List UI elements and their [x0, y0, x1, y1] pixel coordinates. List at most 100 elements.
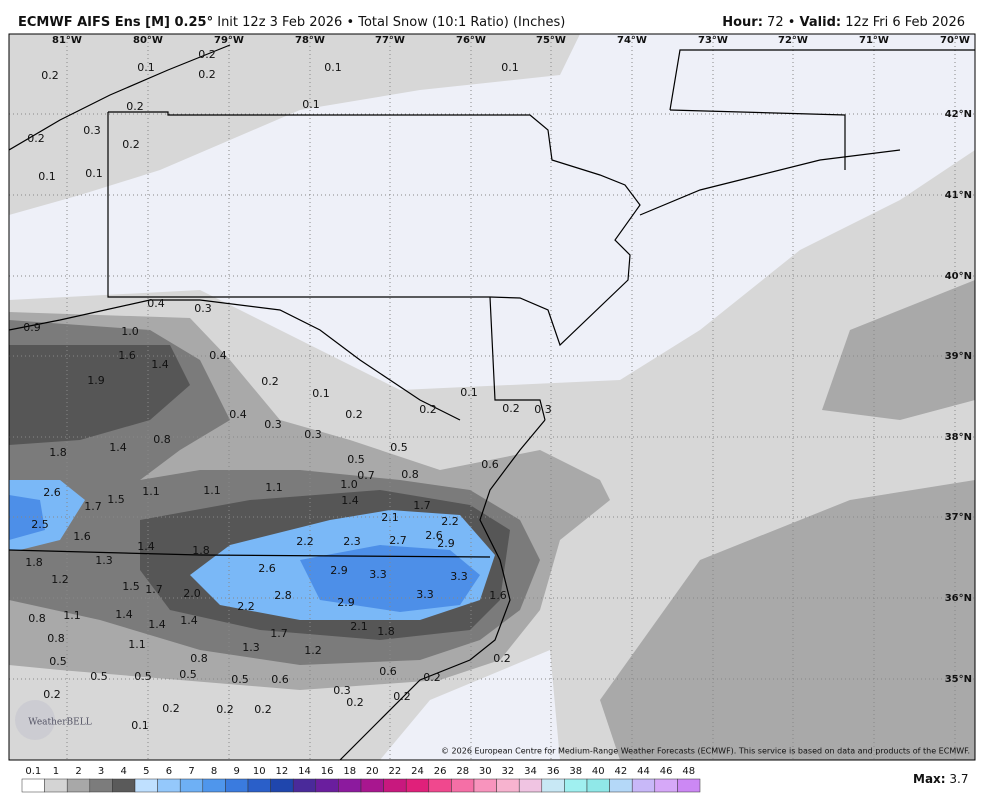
value-label: 1.7 — [84, 500, 102, 513]
colorbar-swatch — [338, 778, 362, 793]
value-label: 0.7 — [357, 469, 375, 482]
colorbar-swatch — [518, 778, 543, 793]
colorbar-label: 5 — [143, 766, 149, 777]
value-label: 1.7 — [145, 583, 163, 596]
value-label: 1.4 — [137, 540, 155, 553]
colorbar-label: 14 — [298, 766, 311, 777]
value-label: 0.5 — [49, 655, 67, 668]
value-label: 0.8 — [28, 612, 46, 625]
value-label: 0.1 — [85, 167, 103, 180]
colorbar-label: 10 — [253, 766, 266, 777]
value-label: 0.5 — [231, 673, 249, 686]
colorbar: 0.1 1 2 3 4 5 6 7 8 9 10 12 14 16 18 20 22 24 26 28 30 32 34 36… — [21, 766, 701, 793]
colorbar-label: 2 — [75, 766, 81, 777]
value-label: 1.4 — [151, 358, 169, 371]
value-label: 1.0 — [121, 325, 139, 338]
hour: 72 — [767, 15, 784, 30]
copyright: © 2026 European Centre for Medium-Range … — [441, 747, 970, 756]
colorbar-swatch — [225, 778, 249, 793]
value-label: 1.1 — [142, 485, 160, 498]
colorbar-swatch — [134, 778, 158, 793]
colorbar-label: 3 — [98, 766, 104, 777]
colorbar-label: 44 — [637, 766, 650, 777]
graticule — [9, 34, 975, 760]
logo-icon — [15, 700, 55, 740]
value-label: 0.9 — [23, 321, 41, 334]
map: 0.2 0.1 0.2 0.2 0.1 0.1 0.2 0.1 0.3 0.2 0.2 0.1 0.1 0… — [9, 34, 975, 760]
value-label: 0.2 — [216, 703, 234, 716]
map-frame — [8, 33, 976, 761]
init: Init 12z 3 Feb 2026 — [217, 15, 342, 30]
colorbar-swatch — [112, 778, 136, 793]
value-label: 2.2 — [296, 535, 314, 548]
value-label: 2.2 — [237, 600, 255, 613]
value-label: 1.5 — [107, 493, 125, 506]
value-label: 0.2 — [126, 100, 144, 113]
longitude-label: 73°W — [698, 35, 728, 46]
value-label: 0.1 — [302, 98, 320, 111]
value-label: 2.3 — [343, 535, 361, 548]
colorbar-label: 46 — [660, 766, 673, 777]
colorbar-swatch — [451, 778, 475, 793]
colorbar-swatch — [496, 778, 520, 793]
value-label: 0.2 — [162, 702, 180, 715]
value-label: 0.1 — [312, 387, 330, 400]
longitude-label: 77°W — [375, 35, 405, 46]
value-label: 0.1 — [501, 61, 519, 74]
value-label: 0.4 — [147, 297, 165, 310]
colorbar-swatch — [631, 778, 656, 793]
value-label: 2.8 — [274, 589, 292, 602]
colorbar-label: 42 — [615, 766, 628, 777]
value-label: 1.3 — [95, 554, 113, 567]
value-label: 0.2 — [261, 375, 279, 388]
value-label: 0.5 — [347, 453, 365, 466]
max-label: Max: — [913, 772, 946, 786]
value-label: 2.6 — [425, 529, 443, 542]
boundaries — [9, 44, 975, 760]
value-label: 1.0 — [340, 478, 358, 491]
value-label: 0.2 — [419, 403, 437, 416]
value-label: 0.3 — [534, 403, 552, 416]
colorbar-label: 48 — [682, 766, 695, 777]
colorbar-label: 9 — [234, 766, 240, 777]
value-label: 0.5 — [90, 670, 108, 683]
value-label: 0.2 — [423, 671, 441, 684]
value-label: 0.2 — [502, 402, 520, 415]
value-label: 1.7 — [413, 499, 431, 512]
colorbar-label: 28 — [456, 766, 469, 777]
value-label: 1.4 — [148, 618, 166, 631]
longitude-label: 78°W — [295, 35, 325, 46]
colorbar-label: 40 — [592, 766, 605, 777]
colorbar-swatch — [473, 778, 497, 793]
value-label: 0.3 — [333, 684, 351, 697]
colorbar-swatch — [564, 778, 588, 793]
value-label: 1.8 — [49, 446, 67, 459]
colorbar-swatch — [609, 778, 633, 793]
colorbar-swatch — [179, 778, 204, 793]
valid: 12z Fri 6 Feb 2026 — [845, 15, 965, 30]
value-label: 0.1 — [38, 170, 56, 183]
colorbar-swatch — [270, 778, 294, 793]
value-label: 0.2 — [345, 408, 363, 421]
value-label: 0.2 — [254, 703, 272, 716]
value-label: 2.7 — [389, 534, 407, 547]
value-label: 0.6 — [379, 665, 397, 678]
longitude-label: 80°W — [133, 35, 163, 46]
snow-shading — [9, 34, 975, 760]
colorbar-label: 16 — [321, 766, 334, 777]
colorbar-label: 22 — [389, 766, 402, 777]
latitude-label: 40°N — [945, 271, 972, 282]
value-label: 1.1 — [203, 484, 221, 497]
value-label: 1.7 — [270, 627, 288, 640]
colorbar-swatch — [360, 778, 384, 793]
value-label: 2.1 — [350, 620, 368, 633]
colorbar-swatch — [247, 778, 271, 793]
separator: • — [788, 15, 796, 30]
colorbar-label: 0.1 — [25, 766, 41, 777]
value-label: 0.1 — [131, 719, 149, 732]
latitude-label: 38°N — [945, 432, 972, 443]
header-right: Hour: 72 • Valid: 12z Fri 6 Feb 2026 — [722, 15, 965, 30]
colorbar-swatch — [677, 778, 701, 793]
value-label: 1.6 — [118, 349, 136, 362]
longitude-label: 75°W — [536, 35, 566, 46]
